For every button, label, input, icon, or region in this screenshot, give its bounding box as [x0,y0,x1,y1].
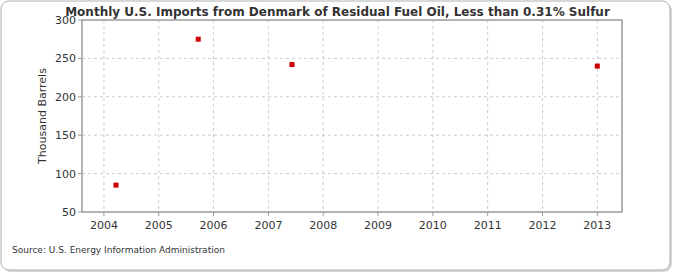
x-tick [378,212,379,216]
x-tick [432,212,433,216]
x-grid-line [487,20,488,212]
x-grid-line [103,20,104,212]
point [289,62,294,67]
y-grid-line [82,135,622,136]
point [196,37,201,42]
x-grid-line [597,20,598,212]
y-tick-label: 200 [55,91,76,104]
x-grid-line [158,20,159,212]
point [595,64,600,69]
points [113,37,599,188]
y-tick-label: 50 [62,206,76,219]
x-tick-label: 2006 [200,219,228,232]
y-tick-label: 150 [55,129,76,142]
x-tick-label: 2009 [364,219,392,232]
x-tick [213,212,214,216]
y-tick [78,20,82,21]
y-tick [78,173,82,174]
x-tick-label: 2004 [90,219,118,232]
x-grid-line [213,20,214,212]
y-grid-line [82,173,622,174]
point [113,183,118,188]
y-tick [78,212,82,213]
x-tick-label: 2013 [583,219,611,232]
y-tick-label: 250 [55,52,76,65]
x-tick [542,212,543,216]
frame [1,1,670,270]
x-tick-label: 2007 [254,219,282,232]
y-tick-label: 300 [55,14,76,27]
x-grid-line [432,20,433,212]
x-tick-label: 2011 [474,219,502,232]
x-tick [103,212,104,216]
plot-border [82,20,622,212]
x-tick-label: 2010 [419,219,447,232]
x-grid-line [268,20,269,212]
x-tick [268,212,269,216]
x-tick-label: 2012 [529,219,557,232]
y-tick-label: 100 [55,168,76,181]
x-grid-line [542,20,543,212]
x-tick [158,212,159,216]
x-grid-line [378,20,379,212]
y-tick [78,96,82,97]
title: Monthly U.S. Imports from Denmark of Res… [65,5,610,19]
chart: Monthly U.S. Imports from Denmark of Res… [0,0,675,275]
x-tick-label: 2005 [145,219,173,232]
x-tick [323,212,324,216]
x-tick-label: 2008 [309,219,337,232]
y-grid-line [82,96,622,97]
x-tick [597,212,598,216]
x-grid-line [323,20,324,212]
y-axis-label: Thousand Barrels [36,68,49,165]
y-grid-line [82,58,622,59]
plot-area [82,20,622,212]
y-tick [78,135,82,136]
x-tick [487,212,488,216]
source: Source: U.S. Energy Information Administ… [12,245,225,255]
y-tick [78,58,82,59]
